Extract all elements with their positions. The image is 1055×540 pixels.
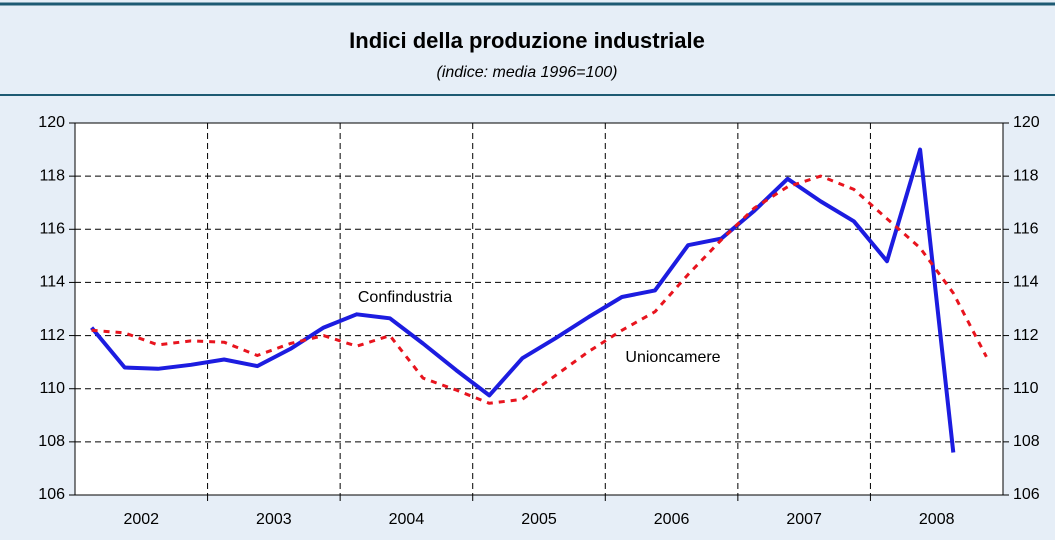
y2-tick-label: 114 (1013, 274, 1039, 291)
y-tick-label: 118 (39, 167, 65, 184)
y2-tick-label: 110 (1013, 380, 1039, 397)
y-tick-label: 106 (38, 486, 65, 503)
series-label: Unioncamere (625, 349, 720, 366)
chart-title: Indici della produzione industriale (349, 28, 705, 53)
x-tick-label: 2004 (389, 511, 425, 528)
y-tick-label: 112 (39, 327, 65, 344)
x-tick-label: 2008 (919, 511, 955, 528)
y-tick-label: 120 (38, 114, 65, 131)
x-tick-label: 2002 (123, 511, 159, 528)
x-tick-label: 2003 (256, 511, 292, 528)
y-tick-label: 110 (39, 380, 65, 397)
x-tick-label: 2005 (521, 511, 557, 528)
y2-tick-label: 108 (1013, 433, 1040, 450)
y2-tick-label: 112 (1013, 327, 1039, 344)
x-tick-label: 2007 (786, 511, 822, 528)
chart-subtitle: (indice: media 1996=100) (436, 64, 617, 81)
y2-tick-label: 106 (1013, 486, 1040, 503)
x-tick-label: 2006 (654, 511, 690, 528)
plot-area (74, 122, 1004, 496)
y-tick-label: 116 (39, 221, 65, 238)
y2-tick-label: 118 (1013, 167, 1039, 184)
series-label: Confindustria (358, 289, 452, 306)
y2-tick-label: 116 (1013, 221, 1039, 238)
y2-tick-label: 120 (1013, 114, 1040, 131)
y-tick-label: 108 (38, 433, 65, 450)
y-tick-label: 114 (39, 274, 65, 291)
series-line (90, 147, 956, 453)
